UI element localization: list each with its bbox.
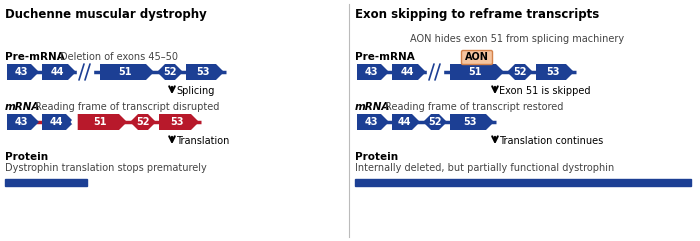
Polygon shape [130,114,156,130]
Text: 43: 43 [14,117,28,127]
Bar [355,179,691,186]
Polygon shape [450,114,494,130]
Text: Translation: Translation [176,135,230,146]
Text: Exon skipping to reframe transcripts: Exon skipping to reframe transcripts [355,8,599,21]
Polygon shape [71,114,77,130]
Text: Splicing: Splicing [176,86,214,95]
Bar [5,179,87,186]
Text: AON hides exon 51 from splicing machinery: AON hides exon 51 from splicing machiner… [410,34,624,44]
Text: 53: 53 [196,67,210,77]
Text: 43: 43 [364,67,378,77]
Polygon shape [357,114,389,130]
Text: 51: 51 [118,67,132,77]
Text: Protein: Protein [5,152,48,162]
Bar [427,64,443,80]
Text: 44: 44 [400,67,414,77]
Polygon shape [42,114,74,130]
Text: 51: 51 [93,117,106,127]
Text: 53: 53 [463,117,477,127]
Text: 43: 43 [14,67,28,77]
Polygon shape [357,64,389,80]
Text: Duchenne muscular dystrophy: Duchenne muscular dystrophy [5,8,206,21]
Text: Deletion of exons 45–50: Deletion of exons 45–50 [60,52,178,62]
Polygon shape [77,114,127,130]
Text: Pre-mRNA: Pre-mRNA [5,52,64,62]
Bar [77,64,93,80]
Text: 44: 44 [50,67,64,77]
Text: 52: 52 [136,117,150,127]
Polygon shape [392,114,420,130]
Text: Reading frame of transcript disrupted: Reading frame of transcript disrupted [35,102,219,112]
Polygon shape [536,64,574,80]
Text: AON: AON [465,53,489,62]
Text: 52: 52 [513,67,526,77]
Text: 51: 51 [468,67,482,77]
Text: Translation continues: Translation continues [499,135,603,146]
Text: 43: 43 [364,117,378,127]
Polygon shape [100,64,154,80]
Text: 44: 44 [398,117,411,127]
Text: Protein: Protein [355,152,398,162]
Text: Reading frame of transcript restored: Reading frame of transcript restored [385,102,564,112]
Polygon shape [423,114,447,130]
Polygon shape [157,64,183,80]
Polygon shape [392,64,426,80]
Text: Dystrophin translation stops prematurely: Dystrophin translation stops prematurely [5,163,206,173]
Text: 52: 52 [163,67,176,77]
Polygon shape [450,64,504,80]
Polygon shape [507,64,533,80]
Text: mRNA: mRNA [355,102,391,112]
Text: Internally deleted, but partially functional dystrophin: Internally deleted, but partially functi… [355,163,615,173]
Polygon shape [42,64,76,80]
Text: Exon 51 is skipped: Exon 51 is skipped [499,86,591,95]
Polygon shape [186,64,224,80]
Text: mRNA: mRNA [5,102,41,112]
Text: 53: 53 [546,67,560,77]
Text: Pre-mRNA: Pre-mRNA [355,52,414,62]
FancyBboxPatch shape [461,51,493,65]
Polygon shape [7,114,39,130]
Text: 52: 52 [428,117,442,127]
Text: 44: 44 [49,117,63,127]
Text: 53: 53 [170,117,183,127]
Polygon shape [159,114,199,130]
Polygon shape [7,64,39,80]
